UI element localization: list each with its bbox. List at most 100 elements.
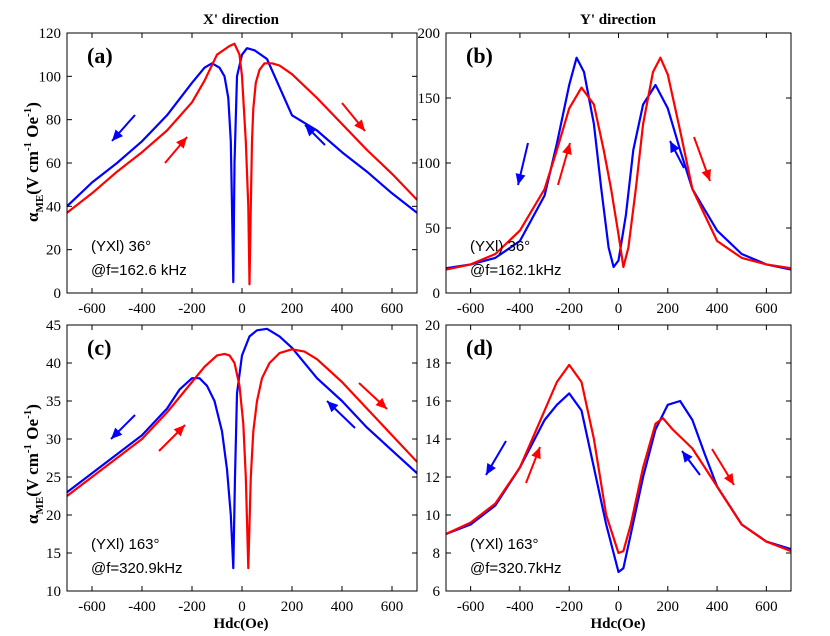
y-tick-label: 16 xyxy=(425,394,441,410)
y-tick-label: 30 xyxy=(46,432,61,448)
x-tick-label: 200 xyxy=(657,301,680,317)
panel-b: -600 -400 -200 0 200 400 600 0 50 100 150 200 (b) (YX… xyxy=(418,26,792,317)
series-blue-line xyxy=(67,47,417,284)
x-tick-label: -200 xyxy=(555,301,583,317)
panel-c: -600 -400 -200 0 200 400 600 10 15 20 25 30 35 40 45 (c… xyxy=(46,318,418,615)
y-tick-label: 100 xyxy=(418,156,441,172)
x-tick-label: 200 xyxy=(281,599,304,615)
ylabel-exp1: -1 xyxy=(22,142,34,151)
ylabel-exp2-2: -1 xyxy=(22,410,34,419)
sweep-arrow-head-icon xyxy=(486,462,496,475)
panel-d: -600 -400 -200 0 200 400 600 6 8 10 12 14 16 18 20 (d) (… xyxy=(425,318,792,615)
y-tick-label: 14 xyxy=(425,432,441,448)
ylabel-sub-2: ME xyxy=(34,497,46,515)
sweep-arrow-head-icon xyxy=(112,129,124,141)
x-tick-label: 600 xyxy=(755,599,778,615)
ylabel-unit-start-2: (V cm xyxy=(23,453,42,497)
y-tick-label: 18 xyxy=(425,356,440,372)
panel-label: (b) xyxy=(466,43,493,68)
sweep-arrow-head-icon xyxy=(327,401,339,413)
ylabel-exp1-2: -1 xyxy=(22,444,34,453)
xlabel-left: Hdc(Oe) xyxy=(214,616,269,632)
ylabel-alpha: α xyxy=(23,212,42,222)
series-blue-line xyxy=(446,392,791,574)
x-tick-label: 400 xyxy=(331,301,354,317)
x-tick-label: -200 xyxy=(178,301,206,317)
sweep-arrow-head-icon xyxy=(531,447,541,460)
x-tick-label: 0 xyxy=(615,599,623,615)
header-x-direction: X' direction xyxy=(203,12,280,28)
y-tick-label: 10 xyxy=(425,508,440,524)
annotation-cut-angle: (YXl) 163° xyxy=(470,536,539,553)
ylabel-alpha-2: α xyxy=(23,514,42,524)
x-tick-label: 0 xyxy=(238,301,246,317)
x-tick-label: -600 xyxy=(78,599,106,615)
y-tick-label: 25 xyxy=(46,470,61,486)
y-tick-label: 40 xyxy=(46,356,61,372)
annotation-frequency: @f=162.6 kHz xyxy=(91,262,187,279)
x-tick-label: -400 xyxy=(128,301,156,317)
ylabel-unit-mid-2: Oe xyxy=(23,418,42,443)
sweep-arrow-head-icon xyxy=(354,119,365,131)
series-red-line xyxy=(446,56,791,271)
svg-text:αME(V cm-1 Oe-1): αME(V cm-1 Oe-1) xyxy=(22,102,46,222)
x-tick-label: -600 xyxy=(457,301,485,317)
y-tick-label: 120 xyxy=(39,26,62,42)
series-red-line xyxy=(446,363,791,555)
x-tick-label: -200 xyxy=(178,599,206,615)
ylabel-unit-end-2: ) xyxy=(23,404,42,410)
x-tick-label: 400 xyxy=(331,599,354,615)
panel-label: (a) xyxy=(87,43,113,68)
y-tick-label: 12 xyxy=(425,470,440,486)
ylabel-unit-start: (V cm xyxy=(23,151,42,195)
sweep-arrow-head-icon xyxy=(515,173,526,185)
ylabel-bottom: αME(V cm-1 Oe-1) xyxy=(22,404,46,524)
header-y-direction: Y' direction xyxy=(580,12,657,28)
y-tick-label: 150 xyxy=(418,91,441,107)
y-tick-label: 80 xyxy=(46,113,61,129)
sweep-arrow-head-icon xyxy=(701,168,711,181)
sweep-arrow-head-icon xyxy=(111,427,123,439)
annotation-cut-angle: (YXl) 36° xyxy=(91,238,151,255)
x-tick-label: 400 xyxy=(706,599,729,615)
x-tick-label: 600 xyxy=(381,599,404,615)
x-tick-label: -200 xyxy=(555,599,583,615)
x-tick-label: 0 xyxy=(238,599,246,615)
x-tick-label: 600 xyxy=(755,301,778,317)
x-tick-label: -400 xyxy=(506,301,534,317)
y-tick-label: 50 xyxy=(425,221,440,237)
panel-label: (d) xyxy=(466,335,493,360)
y-tick-label: 0 xyxy=(54,286,62,302)
y-tick-label: 40 xyxy=(46,199,61,215)
ylabel-top: αME(V cm-1 Oe-1) xyxy=(22,102,46,222)
annotation-frequency: @f=162.1kHz xyxy=(470,262,562,279)
panel-label: (c) xyxy=(87,335,111,360)
sweep-arrow-head-icon xyxy=(670,141,680,154)
sweep-arrow-head-icon xyxy=(723,473,734,485)
series-blue-line xyxy=(67,327,417,570)
series-red-line xyxy=(67,42,417,286)
annotation-frequency: @f=320.9kHz xyxy=(91,560,183,577)
panel-a: -600 -400 -200 0 200 400 600 0 20 40 60 80 100 120 (a)… xyxy=(39,26,418,317)
ylabel-exp2: -1 xyxy=(22,108,34,117)
y-tick-label: 60 xyxy=(46,156,61,172)
sweep-arrow-head-icon xyxy=(176,137,187,149)
x-tick-label: -600 xyxy=(78,301,106,317)
annotation-cut-angle: (YXl) 36° xyxy=(470,238,530,255)
x-tick-label: -400 xyxy=(128,599,156,615)
sweep-arrow-head-icon xyxy=(682,451,693,463)
x-tick-label: 0 xyxy=(615,301,623,317)
svg-text:αME(V cm-1 Oe-1): αME(V cm-1 Oe-1) xyxy=(22,404,46,524)
x-tick-label: -600 xyxy=(457,599,485,615)
y-tick-label: 20 xyxy=(46,243,61,259)
x-tick-label: 200 xyxy=(657,599,680,615)
sweep-arrow-head-icon xyxy=(562,143,572,155)
y-tick-label: 10 xyxy=(46,584,61,600)
x-tick-label: 200 xyxy=(281,301,304,317)
annotation-cut-angle: (YXl) 163° xyxy=(91,536,160,553)
ylabel-unit-end: ) xyxy=(23,102,42,108)
sweep-arrow-head-icon xyxy=(305,125,317,137)
sweep-arrow-head-icon xyxy=(173,425,185,437)
annotation-frequency: @f=320.7kHz xyxy=(470,560,562,577)
